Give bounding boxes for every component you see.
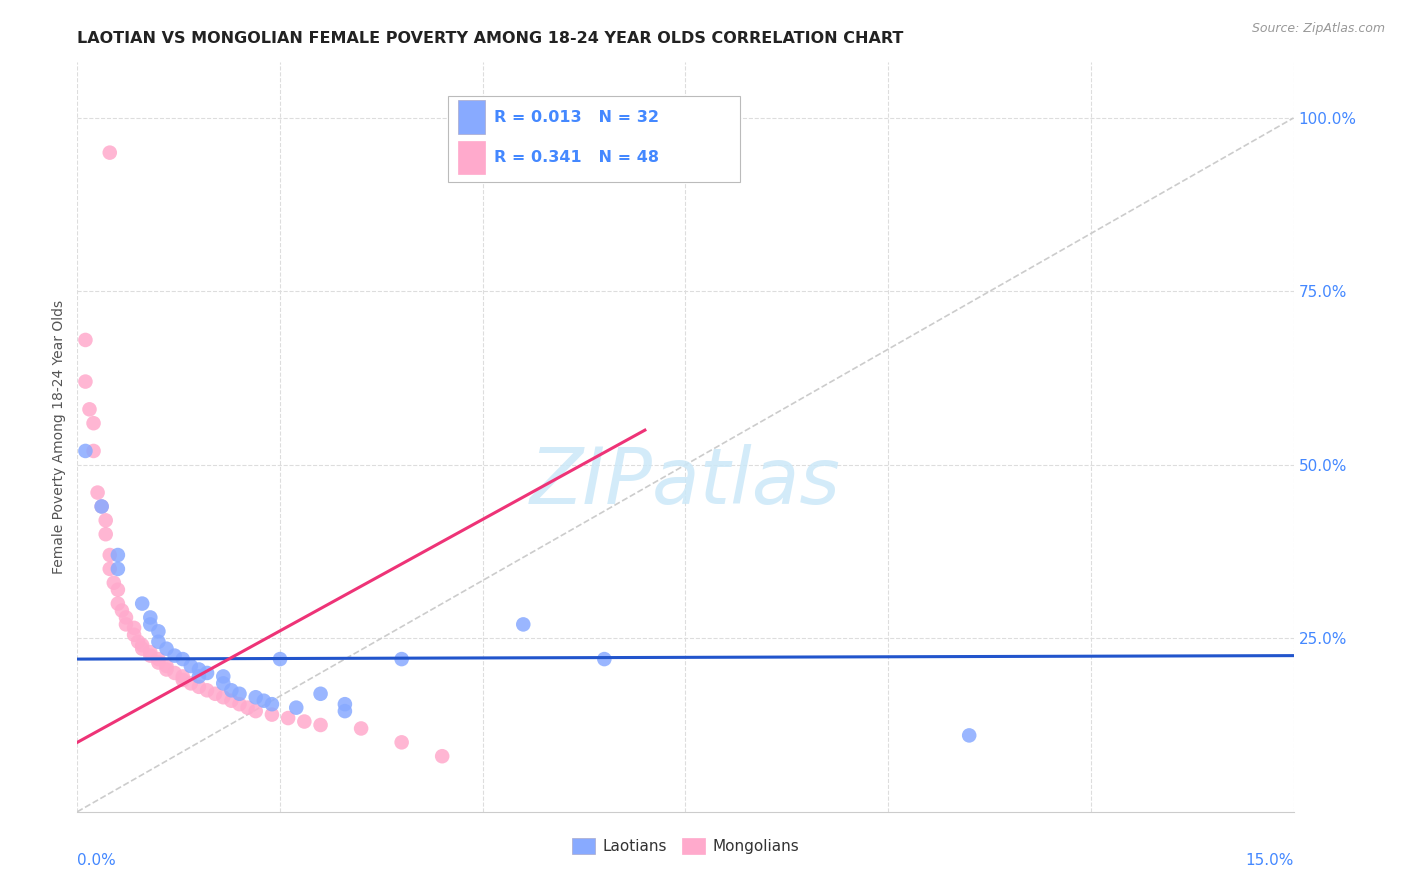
Point: [122, 628, 145, 642]
Point: [212, 669, 235, 683]
Text: ZIPatlas: ZIPatlas: [530, 444, 841, 520]
Point: [98, 548, 121, 562]
FancyBboxPatch shape: [458, 100, 485, 134]
Point: [188, 663, 211, 677]
Point: [172, 652, 194, 666]
Point: [139, 648, 162, 663]
Point: [172, 669, 194, 683]
Point: [86, 485, 108, 500]
Point: [155, 641, 177, 656]
Text: LAOTIAN VS MONGOLIAN FEMALE POVERTY AMONG 18-24 YEAR OLDS CORRELATION CHART: LAOTIAN VS MONGOLIAN FEMALE POVERTY AMON…: [77, 31, 904, 46]
Point: [163, 648, 186, 663]
Point: [75, 333, 97, 347]
Point: [131, 597, 153, 611]
Point: [148, 634, 170, 648]
Point: [155, 663, 177, 677]
Point: [430, 749, 453, 764]
FancyBboxPatch shape: [449, 96, 740, 182]
Point: [228, 697, 250, 711]
Point: [148, 652, 170, 666]
Point: [94, 513, 117, 527]
Point: [391, 652, 413, 666]
Point: [277, 711, 299, 725]
Point: [155, 659, 177, 673]
Point: [957, 728, 980, 742]
Point: [127, 634, 149, 648]
Text: 0.0%: 0.0%: [77, 853, 117, 868]
Point: [309, 718, 332, 732]
Point: [139, 610, 162, 624]
Point: [115, 617, 138, 632]
Text: R = 0.013   N = 32: R = 0.013 N = 32: [495, 110, 659, 125]
Point: [90, 500, 112, 514]
Point: [212, 690, 235, 705]
Point: [188, 669, 211, 683]
Point: [107, 562, 129, 576]
Point: [269, 652, 291, 666]
Point: [180, 659, 202, 673]
Point: [221, 694, 243, 708]
Point: [107, 548, 129, 562]
Point: [333, 704, 356, 718]
Point: [103, 575, 125, 590]
Point: [98, 562, 121, 576]
Text: 15.0%: 15.0%: [1246, 853, 1294, 868]
Point: [292, 714, 315, 729]
Point: [253, 694, 276, 708]
Point: [90, 500, 112, 514]
Point: [260, 697, 283, 711]
Point: [94, 527, 117, 541]
Point: [285, 700, 308, 714]
Point: [148, 656, 170, 670]
Point: [148, 624, 170, 639]
Point: [593, 652, 616, 666]
Point: [139, 617, 162, 632]
Point: [188, 680, 211, 694]
Point: [204, 687, 226, 701]
Point: [115, 610, 138, 624]
Point: [260, 707, 283, 722]
Point: [131, 638, 153, 652]
Point: [195, 683, 218, 698]
Point: [221, 683, 243, 698]
Point: [139, 645, 162, 659]
FancyBboxPatch shape: [458, 141, 485, 175]
Point: [195, 665, 218, 680]
Point: [79, 402, 101, 417]
Point: [75, 375, 97, 389]
Y-axis label: Female Poverty Among 18-24 Year Olds: Female Poverty Among 18-24 Year Olds: [52, 300, 66, 574]
Point: [391, 735, 413, 749]
Point: [163, 665, 186, 680]
Point: [83, 416, 105, 430]
Point: [172, 673, 194, 687]
Point: [131, 641, 153, 656]
Text: R = 0.341   N = 48: R = 0.341 N = 48: [495, 150, 659, 165]
Point: [83, 444, 105, 458]
Point: [98, 145, 121, 160]
Point: [107, 582, 129, 597]
Point: [333, 697, 356, 711]
Point: [350, 722, 373, 736]
Text: Source: ZipAtlas.com: Source: ZipAtlas.com: [1251, 22, 1385, 36]
Point: [107, 597, 129, 611]
Point: [212, 676, 235, 690]
Point: [236, 700, 259, 714]
Point: [75, 444, 97, 458]
Point: [512, 617, 534, 632]
Point: [245, 704, 267, 718]
Point: [228, 687, 250, 701]
Point: [245, 690, 267, 705]
Point: [122, 621, 145, 635]
Legend: Laotians, Mongolians: Laotians, Mongolians: [565, 832, 806, 860]
Point: [309, 687, 332, 701]
Point: [180, 676, 202, 690]
Point: [111, 603, 134, 617]
